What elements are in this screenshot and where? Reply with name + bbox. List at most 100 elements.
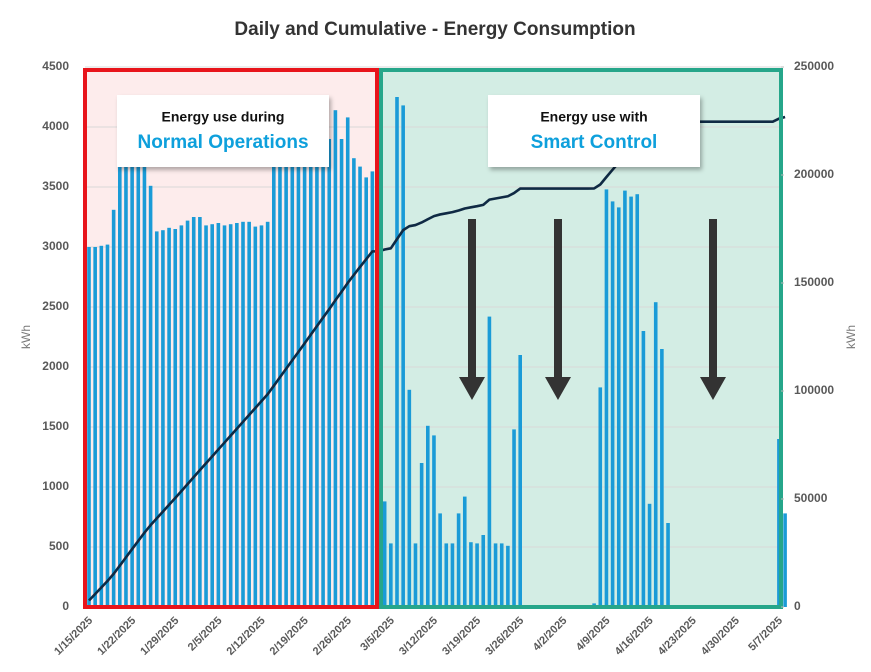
bar <box>629 196 633 607</box>
x-tick-label: 3/26/2025 <box>483 615 526 658</box>
bar <box>481 535 486 607</box>
bar <box>598 387 603 607</box>
bar <box>616 207 621 607</box>
bar <box>666 523 670 607</box>
y2-tick-label: 250000 <box>794 59 834 73</box>
y-tick-label: 4500 <box>42 59 69 73</box>
chart-title: Daily and Cumulative - Energy Consumptio… <box>234 19 635 40</box>
bar <box>777 439 781 607</box>
x-tick-label: 1/15/2025 <box>52 615 95 658</box>
bar <box>345 117 350 608</box>
bar <box>469 542 473 607</box>
bar <box>154 231 159 607</box>
bar <box>493 543 498 607</box>
x-tick-label: 2/26/2025 <box>311 615 354 658</box>
bar <box>290 136 295 607</box>
bar <box>228 224 233 607</box>
bar <box>623 190 627 607</box>
bar <box>462 496 467 607</box>
bar <box>407 389 412 607</box>
y-tick-label: 0 <box>62 599 69 613</box>
bar <box>210 224 214 607</box>
bar <box>419 463 424 607</box>
bar <box>235 223 239 607</box>
bar <box>610 201 615 607</box>
bar <box>204 225 208 607</box>
bar <box>265 221 270 608</box>
y-tick-label: 2500 <box>42 299 69 313</box>
y2-tick-label: 50000 <box>794 491 828 505</box>
bar <box>272 139 276 607</box>
bar <box>241 221 245 608</box>
annotation-highlight: Smart Control <box>531 132 658 153</box>
normal-border <box>83 68 379 609</box>
bar <box>105 244 110 607</box>
bar <box>167 227 171 608</box>
annotation-highlight: Normal Operations <box>137 132 308 153</box>
bar <box>198 217 202 607</box>
x-tick-label: 4/23/2025 <box>656 615 699 658</box>
bar <box>302 133 307 607</box>
bar <box>475 543 479 607</box>
arrow <box>700 219 726 400</box>
x-tick-label: 3/19/2025 <box>440 615 483 658</box>
bar <box>783 513 787 607</box>
bar <box>315 127 319 607</box>
bar <box>653 302 658 607</box>
bar <box>327 139 332 607</box>
bar <box>512 429 516 607</box>
annotation-line: Energy use during <box>162 109 285 125</box>
bar <box>444 543 449 607</box>
bar <box>191 217 196 607</box>
x-tick-label: 2/19/2025 <box>268 615 311 658</box>
bar <box>401 105 405 608</box>
x-tick-label: 3/12/2025 <box>397 615 440 658</box>
y-tick-label: 500 <box>49 539 69 553</box>
x-tick-label: 1/22/2025 <box>95 615 138 658</box>
bar <box>136 151 141 607</box>
bar <box>111 209 116 608</box>
y-tick-label: 4000 <box>42 119 69 133</box>
x-tick-label: 2/5/2025 <box>186 615 225 654</box>
bar <box>99 245 104 608</box>
bar <box>278 133 282 607</box>
bar <box>352 158 356 607</box>
bar <box>308 129 313 607</box>
bar <box>389 543 393 607</box>
bar <box>395 97 399 607</box>
y2-axis-title: kWh <box>844 325 858 349</box>
x-tick-label: 4/9/2025 <box>574 615 613 654</box>
x-tick-label: 2/12/2025 <box>225 615 268 658</box>
bar <box>87 247 91 607</box>
y2-tick-label: 150000 <box>794 275 834 289</box>
bars <box>87 97 787 608</box>
y-tick-label: 1000 <box>42 479 69 493</box>
bar <box>518 355 522 607</box>
bar <box>450 543 455 607</box>
y-axis-title: kWh <box>19 325 33 349</box>
x-tick-label: 4/30/2025 <box>699 615 742 658</box>
bar <box>364 177 368 607</box>
bar <box>635 194 640 607</box>
overlay: Energy use during Normal Operations Ener… <box>83 68 783 609</box>
smart-border <box>379 68 783 609</box>
bar <box>487 316 492 607</box>
bar <box>259 225 264 607</box>
bar <box>426 425 430 607</box>
bar <box>222 225 227 607</box>
arrow <box>459 219 485 400</box>
bar <box>253 226 258 607</box>
arrow <box>545 219 571 400</box>
x-tick-label: 5/7/2025 <box>746 615 785 654</box>
bar <box>124 145 128 607</box>
arrows <box>459 219 726 400</box>
bar <box>296 139 301 607</box>
x-tick-label: 3/5/2025 <box>358 615 397 654</box>
y2-tick-label: 200000 <box>794 167 834 181</box>
bar <box>499 543 504 607</box>
x-tick-label: 4/16/2025 <box>613 615 656 658</box>
bar <box>179 225 184 607</box>
annotation-line: Energy use with <box>540 109 647 125</box>
bar <box>506 545 510 607</box>
